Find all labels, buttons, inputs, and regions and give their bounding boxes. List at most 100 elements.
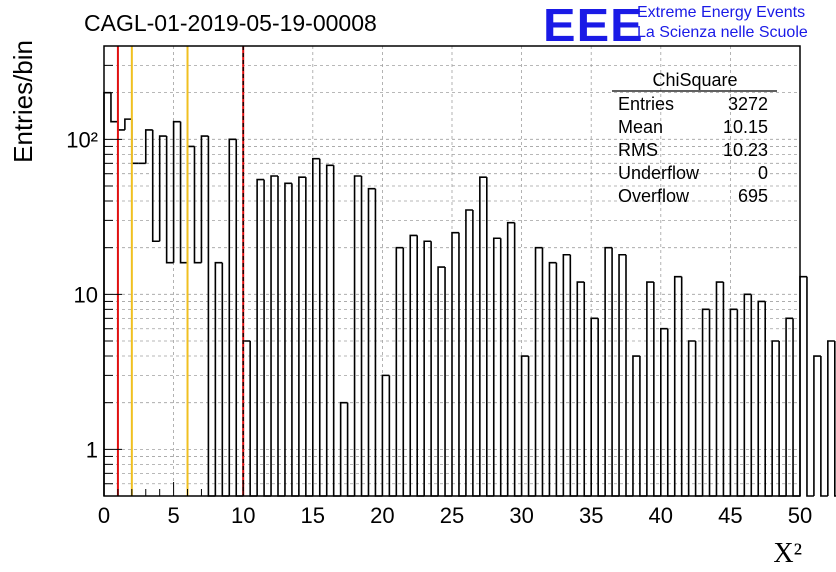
histogram-bin bbox=[548, 261, 557, 496]
histogram-bin bbox=[263, 179, 272, 497]
histogram-bin bbox=[492, 237, 501, 496]
histogram-bin bbox=[416, 235, 425, 497]
histogram-bin bbox=[124, 118, 132, 130]
y-axis-label: Entries/bin bbox=[8, 40, 38, 163]
histogram-bin bbox=[360, 175, 369, 497]
x-tick-label: 45 bbox=[718, 503, 742, 528]
histogram-bin bbox=[827, 340, 835, 496]
histogram-bin bbox=[110, 92, 118, 123]
histogram-bin bbox=[367, 187, 376, 496]
histogram-bin bbox=[284, 182, 292, 496]
x-axis: 0 5 10 15 20 25 30 35 40 45 50 bbox=[98, 482, 812, 528]
stats-value: 0 bbox=[758, 163, 768, 183]
histogram-bin bbox=[534, 246, 543, 496]
histogram-bin bbox=[249, 340, 258, 497]
histogram-bin bbox=[402, 247, 411, 497]
histogram-bin bbox=[242, 340, 251, 496]
histogram-bin bbox=[820, 356, 828, 497]
histogram-bin bbox=[666, 328, 675, 497]
histogram-bin bbox=[653, 282, 661, 497]
logo-line-1: Extreme Energy Events bbox=[637, 4, 806, 21]
histogram-bin bbox=[771, 340, 780, 496]
y-tick-label: 10² bbox=[66, 127, 98, 152]
histogram-bin bbox=[305, 177, 313, 497]
histogram-bin bbox=[673, 275, 682, 496]
histogram-bin bbox=[409, 234, 418, 496]
x-tick-label: 5 bbox=[167, 503, 179, 528]
histogram-bin bbox=[270, 175, 278, 496]
histogram-bin bbox=[813, 355, 821, 496]
histogram-bin bbox=[151, 129, 160, 243]
histogram-bin bbox=[646, 281, 654, 496]
stats-label: RMS bbox=[618, 140, 658, 160]
histogram-bin bbox=[499, 238, 508, 497]
stats-header: ChiSquare bbox=[652, 70, 737, 90]
x-tick-label: 35 bbox=[579, 503, 603, 528]
histogram-bin bbox=[200, 135, 209, 263]
stats-value: 3272 bbox=[728, 94, 768, 114]
x-tick-label: 10 bbox=[231, 503, 255, 528]
y-axis: 1 10 10² bbox=[66, 64, 122, 485]
histogram-bin bbox=[479, 176, 487, 496]
histogram-bin bbox=[325, 164, 334, 496]
histogram-bin bbox=[172, 120, 181, 263]
stats-label: Mean bbox=[618, 117, 663, 137]
histogram-bin bbox=[687, 340, 696, 496]
histogram-bin bbox=[131, 119, 139, 165]
histogram-bin bbox=[277, 175, 285, 497]
histogram-bin bbox=[590, 317, 599, 496]
x-tick-label: 30 bbox=[509, 503, 533, 528]
stats-label: Underflow bbox=[618, 163, 700, 183]
histogram-bin bbox=[583, 282, 592, 497]
histogram-bin bbox=[743, 293, 752, 496]
histogram-bin bbox=[792, 318, 800, 497]
histogram-bin bbox=[228, 138, 237, 496]
eee-logo: EEE bbox=[543, 0, 644, 51]
histogram-bin bbox=[785, 317, 794, 496]
histogram-bin bbox=[701, 308, 710, 496]
histogram-bin bbox=[778, 340, 787, 497]
histogram-bin bbox=[799, 275, 807, 496]
stats-label: Overflow bbox=[618, 186, 690, 206]
histogram-bin bbox=[757, 300, 766, 496]
histogram-bin bbox=[158, 135, 167, 242]
stats-value: 10.15 bbox=[723, 117, 768, 137]
histogram-bin bbox=[207, 136, 216, 497]
histogram-bin bbox=[541, 247, 550, 497]
y-tick-label: 10 bbox=[74, 282, 98, 307]
histogram-bin bbox=[451, 231, 459, 496]
histogram-bin bbox=[388, 375, 397, 497]
histogram-bin bbox=[298, 176, 306, 496]
histogram-bin bbox=[639, 356, 647, 497]
x-tick-label: 0 bbox=[98, 503, 110, 528]
stats-label: Entries bbox=[618, 94, 674, 114]
histogram-bin bbox=[611, 247, 620, 497]
histogram-bin bbox=[332, 165, 341, 497]
logo-line-2: La Scienza nelle Scuole bbox=[637, 24, 808, 41]
y-tick-label: 1 bbox=[86, 437, 98, 462]
histogram-bin bbox=[381, 374, 390, 496]
histogram-bin bbox=[221, 262, 230, 497]
histogram-bin bbox=[430, 241, 439, 497]
histogram-bin bbox=[486, 177, 494, 497]
histogram-bin bbox=[722, 282, 731, 497]
histogram-bin bbox=[750, 294, 759, 497]
histogram-bin bbox=[144, 129, 153, 164]
x-tick-label: 20 bbox=[370, 503, 394, 528]
histogram-bin bbox=[729, 308, 738, 496]
histogram-bin bbox=[618, 253, 626, 496]
x-tick-label: 15 bbox=[301, 503, 325, 528]
histogram-bin bbox=[834, 340, 836, 497]
stats-value: 10.23 bbox=[723, 140, 768, 160]
histogram-bin bbox=[660, 327, 668, 496]
histogram-bin bbox=[555, 262, 564, 497]
histogram-bin bbox=[395, 246, 404, 496]
histogram-bin bbox=[374, 188, 383, 497]
histogram-bin bbox=[472, 209, 480, 497]
histogram-bin bbox=[179, 121, 188, 264]
stats-value: 695 bbox=[738, 186, 768, 206]
histogram-bin bbox=[694, 340, 703, 497]
histogram-bin bbox=[715, 281, 724, 496]
vertical-markers bbox=[116, 46, 245, 496]
